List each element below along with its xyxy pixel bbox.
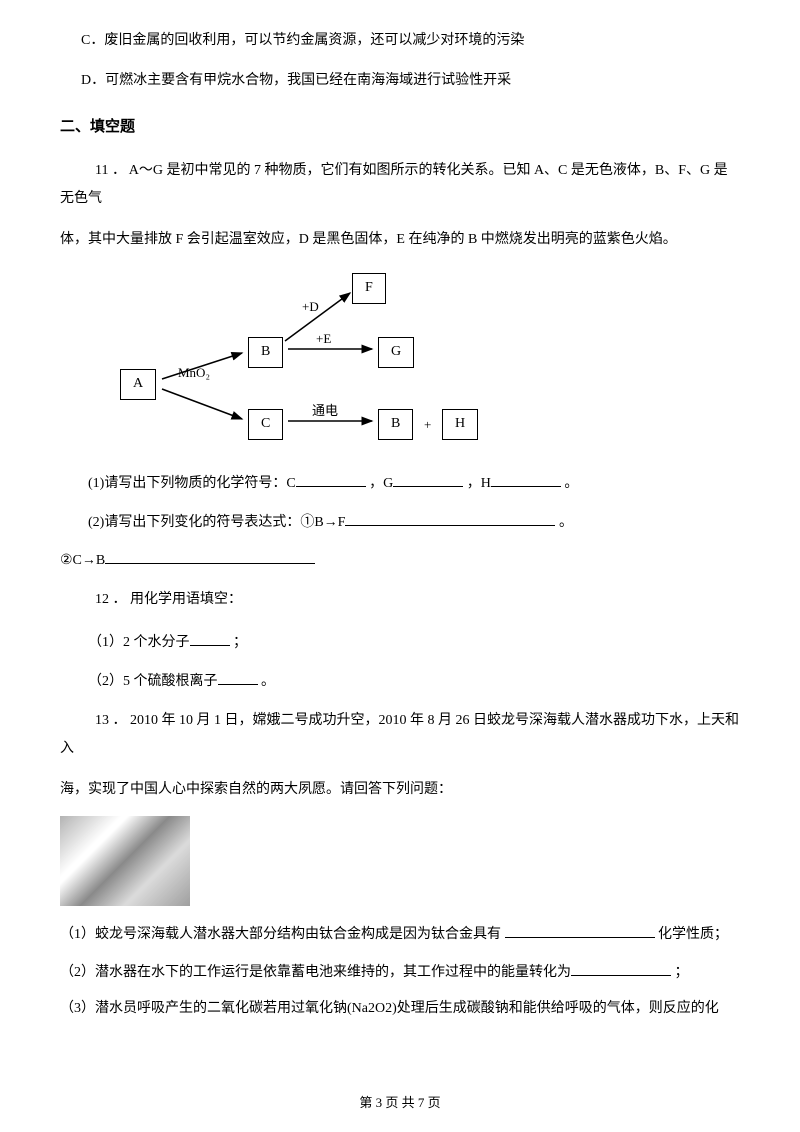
blank-cb[interactable] — [105, 548, 315, 564]
q12-number: 12 ． — [95, 592, 127, 607]
q11-sub1-h: ，H — [467, 476, 491, 491]
question-13: 13 ． 2010 年 10 月 1 日，嫦娥二号成功升空，2010 年 8 月… — [60, 707, 740, 763]
q12-s1-end: ； — [233, 635, 247, 650]
node-h: H — [442, 409, 478, 439]
q12-s2: （2）5 个硫酸根离子 — [88, 674, 218, 689]
option-d: D．可燃冰主要含有甲烷水合物，我国已经在南海海域进行试验性开采 — [60, 70, 740, 92]
question-11: 11 ． A～G 是初中常见的 7 种物质，它们有如图所示的转化关系。已知 A、… — [60, 157, 740, 213]
q11-text-line2: 体，其中大量排放 F 会引起温室效应，D 是黑色固体，E 在纯净的 B 中燃烧发… — [60, 229, 740, 251]
q13-sub2: （2）潜水器在水下的工作运行是依靠蓄电池来维持的，其工作过程中的能量转化为 ； — [60, 960, 740, 984]
label-tongdian: 通电 — [312, 401, 338, 422]
label-mno2: MnO₂ — [178, 363, 210, 384]
q11-sub1-end: 。 — [564, 476, 578, 491]
blank-h[interactable] — [491, 471, 561, 487]
q11-text-a: A～G 是初中常见的 7 种物质，它们有如图所示的转化关系。已知 A、C 是无色… — [60, 163, 728, 206]
node-c: C — [248, 409, 283, 439]
q13-text-a: 2010 年 10 月 1 日，嫦娥二号成功升空，2010 年 8 月 26 日… — [60, 713, 739, 756]
q13-text-line2: 海，实现了中国人心中探索自然的两大夙愿。请回答下列问题： — [60, 779, 740, 801]
q12-text: 用化学用语填空： — [130, 592, 242, 607]
label-plus: + — [424, 415, 431, 436]
q13-sub1: （1）蛟龙号深海载人潜水器大部分结构由钛合金构成是因为钛合金具有 化学性质； — [60, 922, 740, 946]
q11-sub1-g: ，G — [369, 476, 393, 491]
q13-sub3: （3）潜水员呼吸产生的二氧化碳若用过氧化钠(Na2O2)处理后生成碳酸钠和能供给… — [60, 998, 740, 1020]
q11-number: 11 ． — [95, 163, 126, 178]
blank-water[interactable] — [190, 630, 230, 646]
q13-s1-end: 化学性质； — [658, 927, 728, 942]
blank-g[interactable] — [393, 471, 463, 487]
q11-sub1-prefix: (1)请写出下列物质的化学符号：C — [88, 476, 296, 491]
node-f: F — [352, 273, 386, 303]
node-b: B — [248, 337, 283, 367]
option-c: C．废旧金属的回收利用，可以节约金属资源，还可以减少对环境的污染 — [60, 30, 740, 52]
q11-sub2b-text: ②C→B — [60, 553, 105, 568]
label-d: +D — [302, 297, 319, 318]
node-g: G — [378, 337, 414, 367]
q13-image — [60, 816, 190, 906]
q12-sub2: （2）5 个硫酸根离子 。 — [60, 669, 740, 693]
node-a: A — [120, 369, 156, 399]
node-b2: B — [378, 409, 413, 439]
q11-sub2-end: 。 — [559, 515, 573, 530]
q11-diagram: A MnO₂ B C +D +E 通电 F G B + H — [120, 271, 480, 451]
q12-sub1: （1）2 个水分子 ； — [60, 630, 740, 654]
q12-s2-end: 。 — [261, 674, 275, 689]
q13-s2-end: ； — [675, 965, 689, 980]
q11-sub2b: ②C→B — [60, 548, 740, 572]
q11-sub2: (2)请写出下列变化的符号表达式：①B→F 。 — [60, 510, 740, 534]
question-12: 12 ． 用化学用语填空： — [60, 586, 740, 614]
q11-sub1: (1)请写出下列物质的化学符号：C ，G ，H 。 — [60, 471, 740, 495]
label-e: +E — [316, 329, 331, 350]
blank-energy[interactable] — [571, 960, 671, 976]
blank-sulfate[interactable] — [218, 669, 258, 685]
q11-sub2-prefix: (2)请写出下列变化的符号表达式：①B→F — [88, 515, 345, 530]
page-footer: 第 3 页 共 7 页 — [0, 1093, 800, 1114]
q13-s1: （1）蛟龙号深海载人潜水器大部分结构由钛合金构成是因为钛合金具有 — [60, 927, 501, 942]
section-2-header: 二、填空题 — [60, 115, 740, 139]
blank-bf[interactable] — [345, 510, 555, 526]
q13-number: 13 ． — [95, 713, 127, 728]
q12-s1: （1）2 个水分子 — [88, 635, 190, 650]
q13-s2: （2）潜水器在水下的工作运行是依靠蓄电池来维持的，其工作过程中的能量转化为 — [60, 965, 571, 980]
blank-ti[interactable] — [505, 922, 655, 938]
blank-c[interactable] — [296, 471, 366, 487]
